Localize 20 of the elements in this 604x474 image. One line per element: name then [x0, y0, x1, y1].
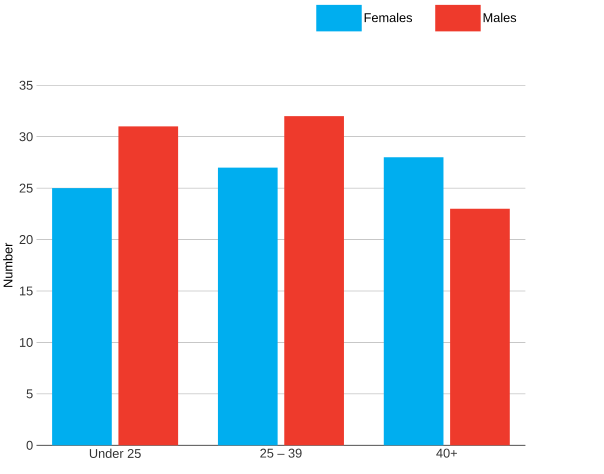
y-tick-label: 0	[26, 440, 33, 450]
bar	[384, 157, 444, 446]
y-tick-label: 10	[20, 338, 33, 348]
y-tick-label: 30	[19, 132, 33, 142]
y-tick-label: 25	[20, 184, 33, 193]
y-tick-label: 5	[26, 390, 33, 398]
x-tick-label: 25 – 39	[260, 448, 302, 458]
y-tick-label: 35	[19, 80, 33, 90]
legend-label: Males	[484, 12, 516, 22]
bar	[218, 168, 278, 446]
bar	[284, 116, 344, 446]
y-axis-title: Number	[3, 242, 12, 288]
y-tick-label: 15	[20, 286, 33, 296]
x-tick-label: 40+	[436, 448, 457, 458]
bar	[118, 126, 178, 446]
bar	[450, 208, 510, 446]
legend-label: Females	[364, 12, 412, 22]
bar	[52, 188, 112, 446]
x-tick-label: Under 25	[90, 448, 141, 458]
y-tick-label: 20	[20, 235, 33, 244]
